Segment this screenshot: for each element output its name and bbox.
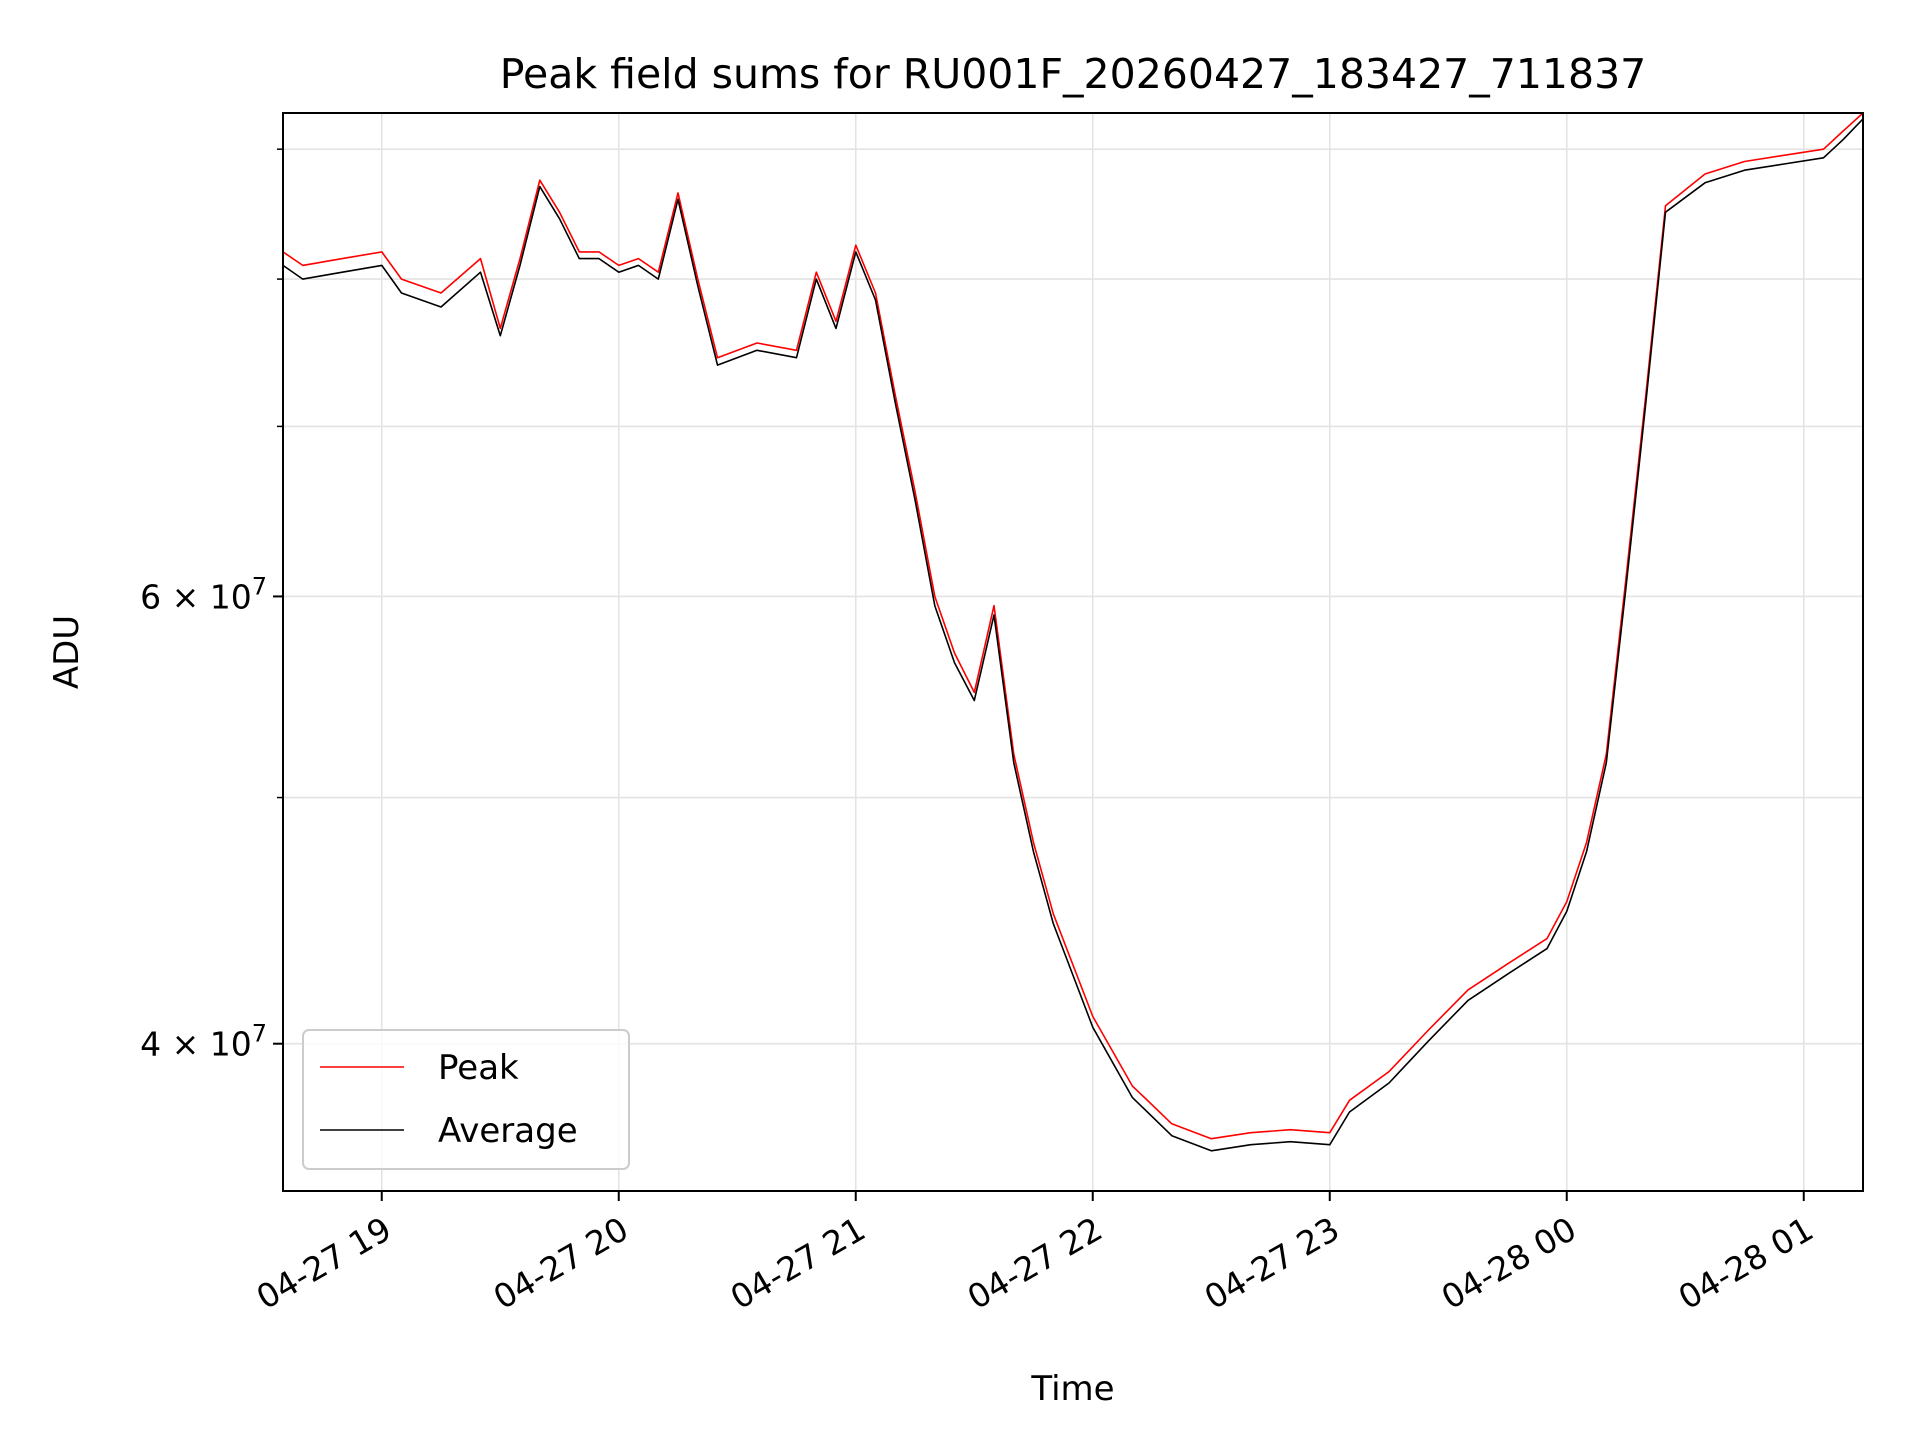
grid — [283, 113, 1863, 1191]
series-line-peak — [282, 112, 1864, 1140]
legend: Peak Average — [302, 1029, 630, 1170]
y-tick-label: 4 × 107 — [140, 1020, 267, 1064]
series-line-average — [282, 118, 1864, 1152]
chart-title: Peak field sums for RU001F_20260427_1834… — [500, 50, 1647, 98]
y-axis: 4 × 107 6 × 107 — [140, 148, 283, 1064]
x-axis-label: Time — [1030, 1369, 1114, 1409]
series-layer — [282, 112, 1864, 1152]
legend-box — [302, 1029, 630, 1170]
y-axis-label: ADU — [47, 615, 87, 689]
plot-frame — [282, 112, 1864, 1192]
legend-label-peak: Peak — [438, 1048, 519, 1088]
y-tick-label: 6 × 107 — [140, 572, 267, 616]
legend-label-average: Average — [438, 1111, 578, 1151]
